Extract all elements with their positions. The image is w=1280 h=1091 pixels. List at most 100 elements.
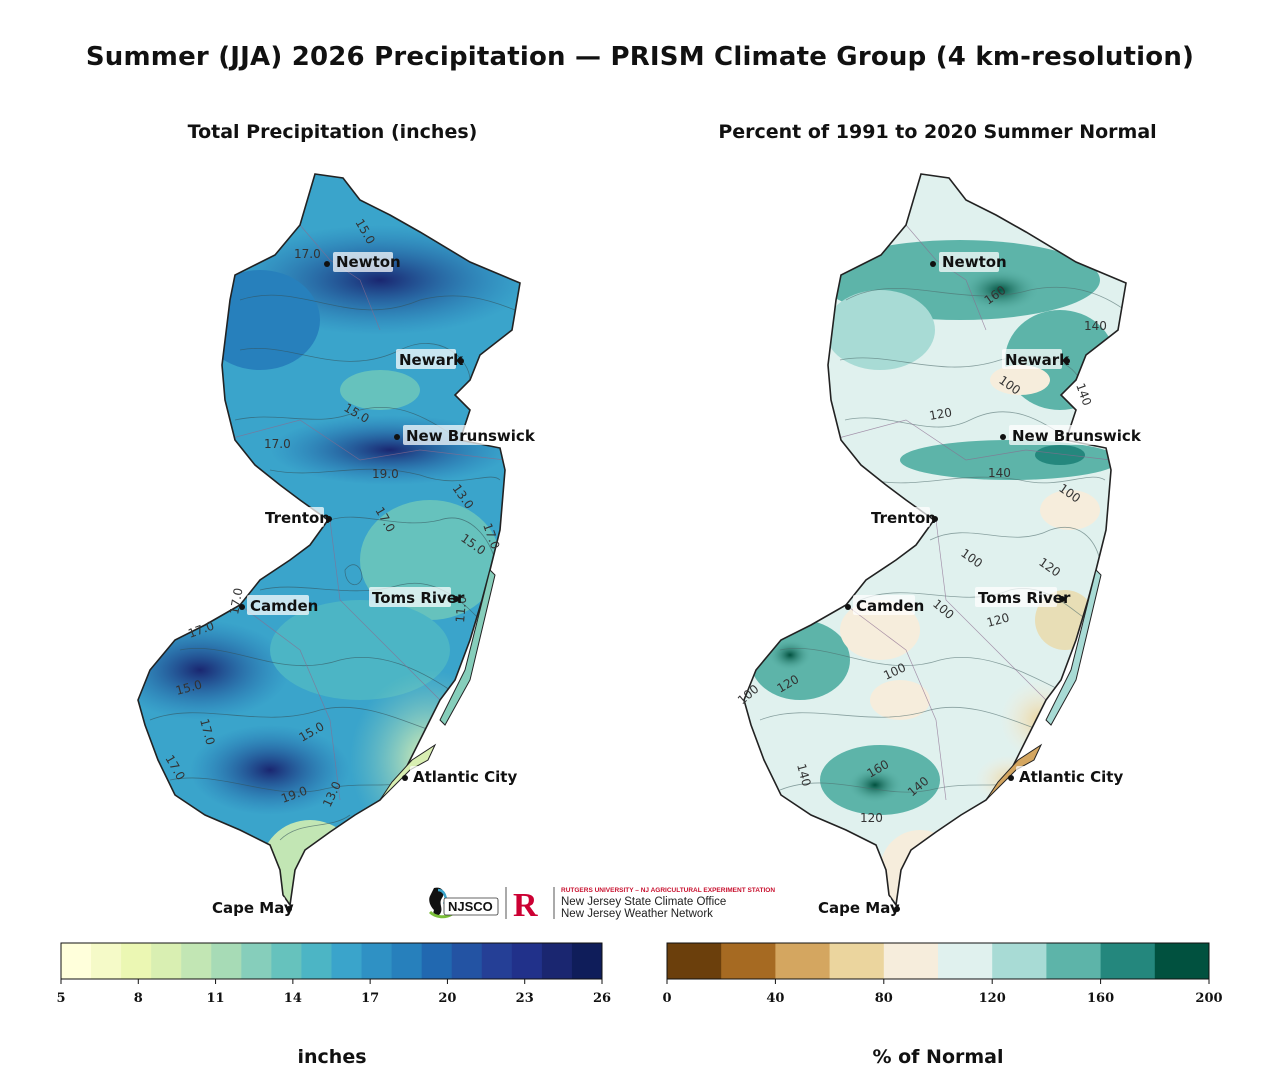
- colorbar-tick-label: 120: [979, 991, 1006, 1006]
- colorbar-frame: [666, 942, 1210, 980]
- percent-normal-colorbar-label: % of Normal: [872, 1046, 1003, 1068]
- svg-text:New Brunswick: New Brunswick: [1012, 427, 1142, 445]
- colorbar-tick-label: 20: [438, 991, 456, 1006]
- svg-text:Newark: Newark: [399, 351, 464, 369]
- njsco-rutgers-logo: NJSCO R RUTGERS UNIVERSITY – NJ AGRICULT…: [428, 887, 775, 922]
- colorbar-segment: [883, 943, 939, 979]
- colorbar-segment: [241, 943, 272, 979]
- colorbar-tick-label: 8: [134, 991, 143, 1006]
- colorbar-segment: [1046, 943, 1102, 979]
- colorbar-segment: [421, 943, 453, 979]
- percent-normal-colorbar-ticks: 0 40 80 120 160 200: [662, 979, 1223, 1006]
- city-marker-newton: Newton: [324, 252, 401, 272]
- colorbar-segment: [938, 943, 993, 979]
- contour-label: 19.0: [372, 467, 399, 481]
- contour-label: 17.0: [264, 437, 291, 451]
- colorbar-segment: [481, 943, 513, 979]
- colorbar-segment: [301, 943, 332, 979]
- svg-text:Atlantic City: Atlantic City: [413, 768, 517, 786]
- colorbar-segment: [271, 943, 302, 979]
- city-marker-newark: Newark: [396, 349, 464, 369]
- city-marker-atlantic-city: Atlantic City: [402, 766, 517, 786]
- colorbar-segment: [211, 943, 242, 979]
- contour-label: 17.0: [197, 717, 217, 746]
- city-marker-toms-river: Toms River: [369, 587, 465, 607]
- city-marker-camden: Camden: [239, 595, 318, 615]
- svg-text:New Brunswick: New Brunswick: [406, 427, 536, 445]
- city-marker-newark-right: Newark: [1002, 349, 1070, 369]
- percent-normal-colorbar: [666, 942, 1210, 980]
- contour-label: 140: [1084, 319, 1107, 333]
- svg-text:Trenton: Trenton: [871, 509, 936, 527]
- colorbar-frame: [60, 942, 603, 980]
- colorbar-segment: [181, 943, 212, 979]
- colorbar-segment: [775, 943, 831, 979]
- contour-label: 140: [794, 762, 813, 788]
- main-title: Summer (JJA) 2026 Precipitation — PRISM …: [85, 42, 1195, 72]
- colorbar-segment: [451, 943, 483, 979]
- svg-text:Trenton: Trenton: [265, 509, 330, 527]
- colorbar-tick-label: 0: [662, 991, 671, 1006]
- city-marker-cape-may-right: Cape May: [815, 897, 900, 917]
- colorbar-segment: [829, 943, 885, 979]
- colorbar-segment: [541, 943, 573, 979]
- colorbar-tick-label: 17: [361, 991, 379, 1006]
- colorbar-segment: [511, 943, 543, 979]
- colorbar-tick-label: 200: [1195, 991, 1222, 1006]
- colorbar-segment: [61, 943, 92, 979]
- svg-text:Cape May: Cape May: [212, 899, 294, 917]
- colorbar-segment: [1154, 943, 1210, 979]
- svg-text:Newton: Newton: [336, 253, 401, 271]
- svg-text:Newton: Newton: [942, 253, 1007, 271]
- colorbar-segment: [391, 943, 423, 979]
- left-panel-title: Total Precipitation (inches): [187, 121, 478, 143]
- svg-text:Camden: Camden: [250, 597, 318, 615]
- right-panel-title: Percent of 1991 to 2020 Summer Normal: [718, 121, 1157, 143]
- nj-outline-left: [137, 173, 521, 908]
- city-marker-atlantic-city-right: Atlantic City: [1008, 766, 1123, 786]
- colorbar-tick-label: 11: [207, 991, 225, 1006]
- rutgers-r-icon: R: [513, 887, 538, 922]
- barrier-island-right: [1045, 569, 1102, 726]
- svg-text:Atlantic City: Atlantic City: [1019, 768, 1123, 786]
- colorbar-segment: [667, 943, 722, 979]
- svg-text:Toms River: Toms River: [978, 589, 1071, 607]
- city-marker-trenton-right: Trenton: [868, 507, 938, 527]
- contour-label: 120: [928, 405, 953, 423]
- njsco-text: NJSCO: [448, 899, 493, 914]
- svg-text:Camden: Camden: [856, 597, 924, 615]
- colorbar-segment: [361, 943, 393, 979]
- contour-label: 17.0: [294, 247, 321, 261]
- city-marker-new-brunswick-right: New Brunswick: [1000, 425, 1142, 445]
- colorbar-segment: [91, 943, 122, 979]
- colorbar-segment: [121, 943, 152, 979]
- colorbar-tick-label: 40: [766, 991, 784, 1006]
- colorbar-tick-label: 14: [284, 991, 302, 1006]
- svg-text:Toms River: Toms River: [372, 589, 465, 607]
- precipitation-colorbar-ticks: 5 8 11 14 17 20 23 26: [56, 979, 611, 1006]
- contour-label: 120: [985, 610, 1011, 629]
- colorbar-segment: [992, 943, 1047, 979]
- barrier-island-left: [439, 569, 496, 726]
- city-marker-newton-right: Newton: [930, 252, 1007, 272]
- colorbar-tick-label: 80: [875, 991, 893, 1006]
- rutgers-affiliation: RUTGERS UNIVERSITY – NJ AGRICULTURAL EXP…: [561, 887, 775, 894]
- city-marker-cape-may: Cape May: [209, 897, 294, 917]
- colorbar-segment: [151, 943, 182, 979]
- city-marker-trenton: Trenton: [262, 507, 332, 527]
- colorbar-tick-label: 26: [593, 991, 611, 1006]
- contour-label: 120: [860, 811, 883, 825]
- logo-line-1: New Jersey State Climate Office: [561, 896, 726, 908]
- city-marker-new-brunswick: New Brunswick: [394, 425, 536, 445]
- colorbar-segment: [1100, 943, 1156, 979]
- city-marker-toms-river-right: Toms River: [975, 587, 1071, 607]
- city-marker-camden-right: Camden: [845, 595, 924, 615]
- colorbar-segment: [571, 943, 603, 979]
- colorbar-tick-label: 23: [516, 991, 534, 1006]
- colorbar-tick-label: 160: [1087, 991, 1114, 1006]
- svg-text:Newark: Newark: [1005, 351, 1070, 369]
- colorbar-tick-label: 5: [56, 991, 65, 1006]
- colorbar-segment: [721, 943, 776, 979]
- contour-label: 15.0: [174, 677, 203, 697]
